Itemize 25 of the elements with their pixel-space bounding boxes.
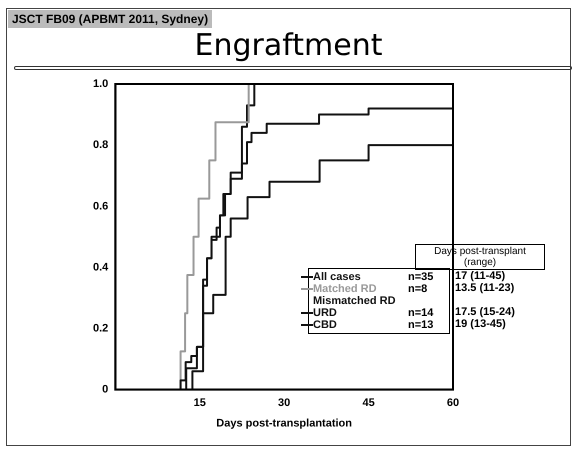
y-tick-label: 0.4 — [92, 261, 110, 274]
y-tick-label: 0 — [102, 384, 108, 396]
text: 19 (13-45) — [455, 318, 506, 330]
x-tick-label: 45 — [362, 397, 375, 410]
annotation: n=13 — [408, 319, 434, 331]
annotation: n=8 — [408, 283, 428, 295]
x-tick-label: 30 — [278, 397, 290, 410]
chart-title: Engraftment — [194, 28, 384, 63]
text: 17 (11-45) — [455, 270, 506, 282]
y-tick-label: 0.2 — [92, 322, 108, 335]
x-axis-title: Days post-transplantation — [216, 417, 352, 430]
annotation: n=14 — [408, 306, 434, 319]
legend-label: Matched RD — [313, 283, 378, 295]
legend-label: All cases — [313, 271, 362, 283]
x-tick-label: 15 — [194, 397, 206, 410]
text: 17.5 (15-24) — [455, 306, 515, 318]
annotation: n=35 — [408, 271, 434, 283]
chart-subtitle: JSCT FB09 (APBMT 2011, Sydney) — [8, 10, 212, 28]
text: 13.5 (11-23) — [455, 282, 514, 294]
legend-label: CBD — [313, 319, 338, 331]
y-tick-label: 1.0 — [92, 78, 108, 90]
y-tick-label: 0.8 — [92, 139, 108, 152]
y-tick-label: 0.6 — [92, 200, 108, 212]
legend-label: Mismatched RD URD — [313, 295, 397, 319]
x-tick-label: 60 — [446, 397, 460, 410]
